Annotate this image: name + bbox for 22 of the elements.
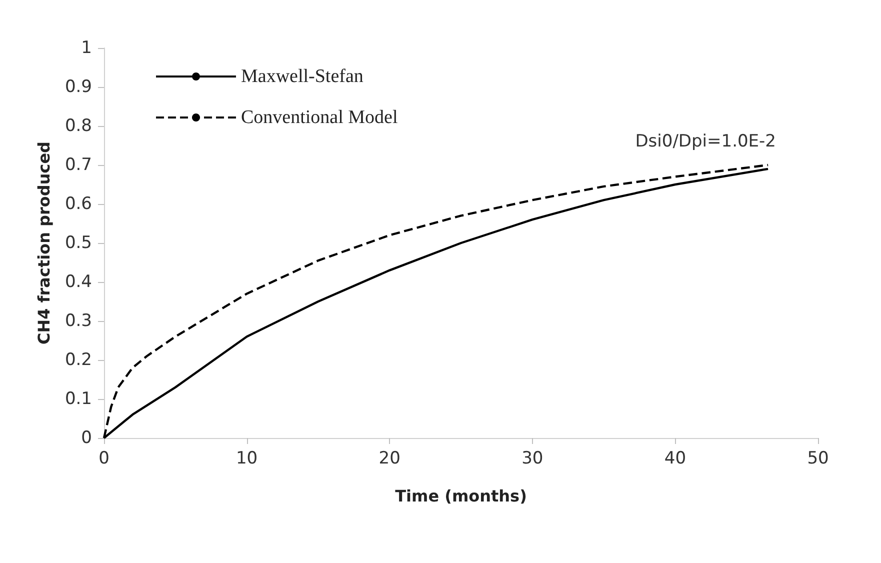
x-tick-label: 20 (378, 448, 400, 468)
y-tick-label: 1 (81, 38, 92, 58)
y-tick-label: 0.7 (64, 155, 92, 175)
x-tick-label: 0 (98, 448, 110, 468)
y-tick-label: 0.4 (64, 272, 92, 292)
legend-label: Maxwell-Stefan (241, 66, 364, 87)
legend-label: Conventional Model (241, 107, 398, 128)
x-tick-label: 30 (522, 448, 544, 468)
y-axis-title: CH4 fraction produced (34, 141, 54, 345)
y-tick-label: 0.6 (64, 194, 92, 214)
y-tick-label: 0.2 (64, 350, 92, 370)
annotation: Dsi0/Dpi=1.0E-2 (635, 132, 776, 152)
y-tick-label: 0.5 (64, 233, 92, 253)
y-tick-label: 0 (81, 428, 92, 448)
x-tick-label: 40 (664, 448, 686, 468)
y-tick-label: 0.9 (64, 77, 92, 97)
y-tick-label: 0.3 (64, 311, 92, 331)
x-tick-label: 50 (807, 448, 829, 468)
y-tick-label: 0.8 (64, 116, 92, 136)
x-axis-title: Time (months) (395, 486, 527, 506)
y-tick-label: 0.1 (64, 389, 92, 409)
x-tick-label: 10 (236, 448, 258, 468)
